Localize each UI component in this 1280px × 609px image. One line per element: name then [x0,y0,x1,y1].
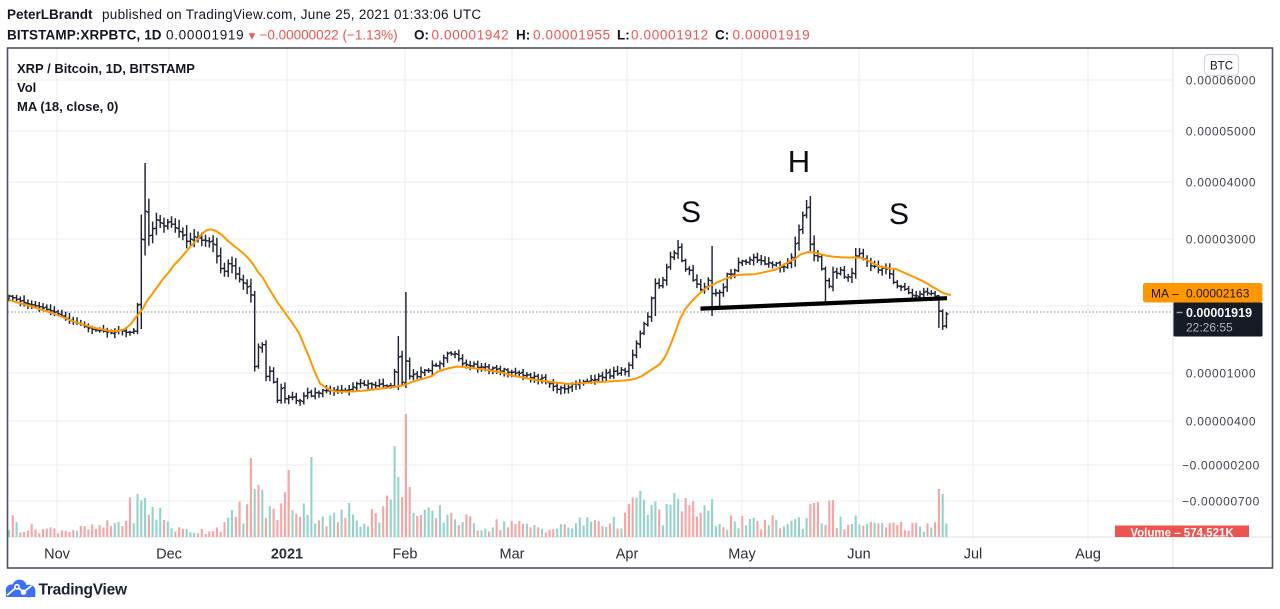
svg-text:–: – [1172,287,1179,301]
svg-text:XRP / Bitcoin, 1D, BITSTAMP: XRP / Bitcoin, 1D, BITSTAMP [17,61,195,76]
svg-text:0.00005000: 0.00005000 [1186,125,1256,139]
svg-text:0.00002163: 0.00002163 [1186,287,1250,301]
svg-text:TradingView: TradingView [39,582,128,599]
svg-text:Vol: Vol [17,80,36,95]
svg-text:0.00001000: 0.00001000 [1186,367,1256,381]
svg-text:BITSTAMP:XRPBTC, 1D0.00001919▼: BITSTAMP:XRPBTC, 1D 0.00001919 ▼ −0.0000002… [7,28,810,43]
svg-text:MA: MA [1151,287,1169,301]
svg-text:Mar: Mar [500,547,525,563]
svg-text:BTC: BTC [1210,61,1233,73]
svg-text:Volume – 574,521K: Volume – 574,521K [1130,528,1234,540]
svg-text:Aug: Aug [1075,547,1101,563]
svg-text:Dec: Dec [156,547,182,563]
svg-text:0.00003000: 0.00003000 [1186,233,1256,247]
svg-text:S: S [681,196,701,229]
svg-text:Apr: Apr [616,547,639,563]
svg-text:−0.00000200: −0.00000200 [1182,459,1260,473]
svg-text:S: S [889,198,909,231]
svg-text:−0.00000700: −0.00000700 [1182,495,1260,509]
svg-text:0.00000400: 0.00000400 [1186,415,1256,429]
svg-text:22:26:55: 22:26:55 [1186,321,1233,335]
svg-text:Feb: Feb [393,547,418,563]
svg-text:MA (18, close, 0): MA (18, close, 0) [17,99,118,114]
svg-text:0.00004000: 0.00004000 [1186,176,1256,190]
svg-text:Nov: Nov [44,547,71,563]
svg-text:H: H [788,144,810,179]
svg-text:Jun: Jun [847,547,870,563]
svg-text:0.00006000: 0.00006000 [1186,74,1256,88]
svg-text:0.00001919: 0.00001919 [1186,306,1252,320]
svg-text:May: May [728,547,756,563]
svg-text:Jul: Jul [964,547,983,563]
svg-text:2021: 2021 [271,547,303,563]
